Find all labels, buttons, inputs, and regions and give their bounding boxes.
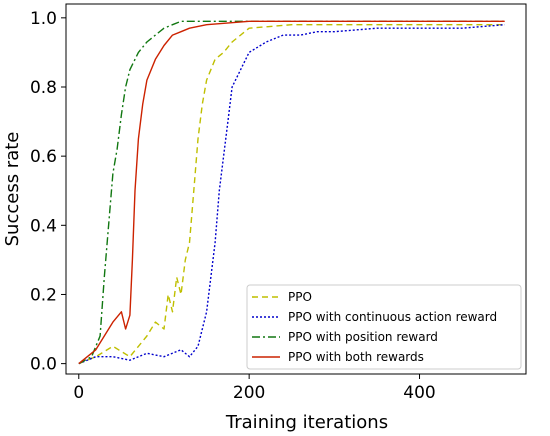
x-axis-label: Training iterations (225, 412, 388, 433)
legend-label-1: PPO (288, 290, 312, 304)
y-tick-label: 0.0 (30, 355, 57, 375)
legend-label-2: PPO with continuous action reward (288, 310, 497, 324)
legend-label-3: PPO with position reward (288, 330, 438, 344)
legend: PPO PPO with continuous action reward PPO … (246, 284, 522, 370)
x-tick-label: 0 (73, 383, 84, 403)
series-line-2 (78, 24, 505, 365)
legend-label-4: PPO with both rewards (288, 350, 424, 364)
series-line-4 (78, 20, 505, 365)
y-tick-label: 0.4 (30, 216, 57, 236)
series-line-3 (78, 20, 505, 365)
x-tick-label: 200 (233, 383, 265, 403)
series-layer (78, 20, 505, 365)
series-line-1 (78, 24, 505, 365)
y-tick-label: 0.8 (30, 78, 57, 98)
y-tick-label: 0.2 (30, 285, 57, 305)
y-axis-label: Success rate (2, 132, 23, 247)
y-tick-label: 0.6 (30, 147, 57, 167)
tick-layer: 0 200 400 0.0 0.2 0.4 0.6 0.8 1.0 (30, 9, 436, 403)
legend-box (246, 284, 522, 370)
x-tick-label: 400 (403, 383, 435, 403)
y-tick-label: 1.0 (30, 9, 57, 29)
